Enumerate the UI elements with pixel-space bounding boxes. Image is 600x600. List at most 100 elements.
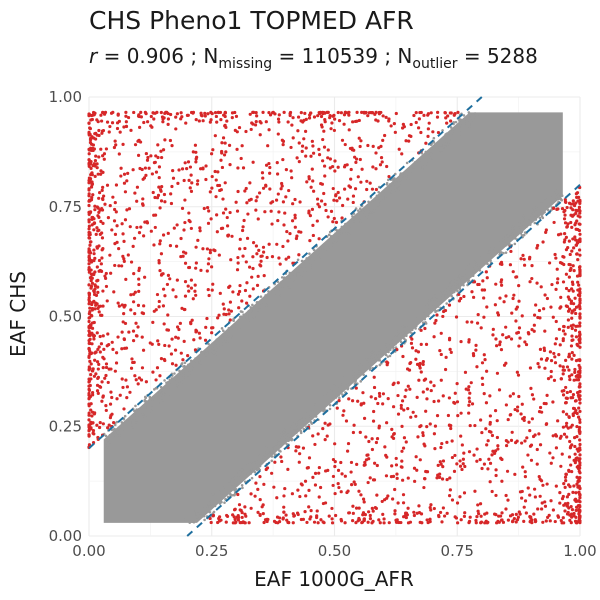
outlier-point: [97, 133, 101, 138]
outlier-point: [533, 487, 537, 491]
outlier-point: [117, 304, 121, 308]
outlier-point: [204, 177, 208, 182]
outlier-point: [549, 375, 553, 379]
outlier-point: [570, 249, 574, 253]
outlier-point: [290, 123, 294, 127]
outlier-point: [268, 113, 273, 117]
outlier-point: [372, 385, 377, 390]
outlier-point: [453, 453, 457, 458]
outlier-point: [419, 110, 423, 115]
outlier-point: [472, 353, 476, 358]
outlier-point: [113, 242, 117, 246]
outlier-point: [97, 196, 101, 200]
outlier-point: [168, 244, 173, 248]
outlier-point: [448, 476, 452, 480]
outlier-point: [245, 201, 249, 205]
outlier-point: [282, 223, 286, 227]
outlier-point: [558, 436, 562, 440]
outlier-point: [578, 215, 582, 219]
outlier-point: [89, 362, 93, 366]
outlier-point: [238, 237, 242, 241]
outlier-point: [563, 509, 567, 513]
outlier-point: [446, 114, 450, 118]
outlier-point: [448, 488, 452, 492]
inlier-point: [522, 233, 526, 237]
outlier-point: [253, 494, 257, 498]
outlier-point: [495, 371, 500, 375]
inlier-point: [304, 409, 307, 413]
outlier-point: [158, 268, 162, 273]
outlier-point: [349, 177, 353, 181]
inlier-point: [295, 423, 298, 427]
outlier-point: [522, 519, 526, 523]
outlier-point: [570, 515, 574, 519]
outlier-point: [306, 465, 310, 470]
outlier-point: [235, 130, 239, 134]
outlier-point: [429, 380, 433, 384]
outlier-point: [374, 167, 378, 171]
outlier-point: [396, 381, 400, 385]
outlier-point: [97, 128, 101, 133]
inlier-point: [195, 364, 199, 368]
outlier-point: [577, 406, 581, 410]
outlier-point: [153, 225, 157, 230]
outlier-point: [501, 520, 506, 524]
inlier-point: [332, 241, 335, 244]
inlier-point: [339, 230, 343, 233]
outlier-point: [401, 446, 406, 450]
outlier-point: [109, 111, 114, 115]
inlier-points: [102, 111, 564, 524]
outlier-point: [122, 305, 126, 309]
outlier-point: [87, 152, 91, 156]
outlier-point: [347, 397, 351, 401]
outlier-point: [91, 431, 95, 435]
inlier-point: [159, 385, 163, 389]
outlier-point: [380, 160, 384, 164]
inlier-point: [557, 196, 561, 200]
outlier-subscript: outlier: [412, 56, 458, 72]
outlier-point: [152, 243, 156, 247]
outlier-point: [372, 478, 377, 482]
outlier-point: [91, 429, 96, 433]
inlier-point: [228, 330, 232, 333]
outlier-point: [87, 283, 91, 287]
inlier-point: [202, 514, 206, 518]
outlier-point: [443, 367, 448, 372]
outlier-point: [243, 505, 247, 509]
outlier-point: [414, 357, 418, 361]
outlier-point: [95, 162, 99, 166]
outlier-point: [551, 315, 555, 319]
inlier-point: [505, 241, 509, 244]
inlier-point: [508, 242, 511, 246]
outlier-point: [480, 466, 484, 471]
outlier-point: [184, 121, 188, 125]
inlier-point: [144, 406, 147, 409]
inlier-point: [238, 315, 242, 319]
outlier-point: [569, 504, 573, 509]
inlier-point: [530, 215, 534, 219]
outlier-point: [309, 515, 313, 519]
outlier-point: [459, 339, 463, 344]
inlier-point: [251, 303, 254, 307]
outlier-point: [307, 116, 312, 120]
outlier-point: [294, 449, 298, 453]
outlier-point: [383, 133, 387, 138]
outlier-point: [235, 268, 240, 272]
outlier-point: [183, 161, 187, 165]
inlier-point: [300, 259, 304, 263]
outlier-point: [576, 415, 581, 419]
outlier-point: [210, 288, 214, 292]
outlier-point: [333, 117, 337, 121]
inlier-point: [354, 380, 357, 383]
inlier-point: [496, 240, 500, 244]
outlier-point: [425, 518, 429, 522]
outlier-point: [477, 512, 481, 516]
outlier-point: [123, 321, 128, 326]
outlier-point: [88, 383, 92, 388]
outlier-point: [188, 186, 192, 190]
outlier-point: [434, 318, 438, 323]
inlier-point: [377, 194, 381, 198]
inlier-point: [424, 150, 428, 154]
outlier-point: [570, 351, 574, 355]
outlier-point: [91, 421, 95, 425]
